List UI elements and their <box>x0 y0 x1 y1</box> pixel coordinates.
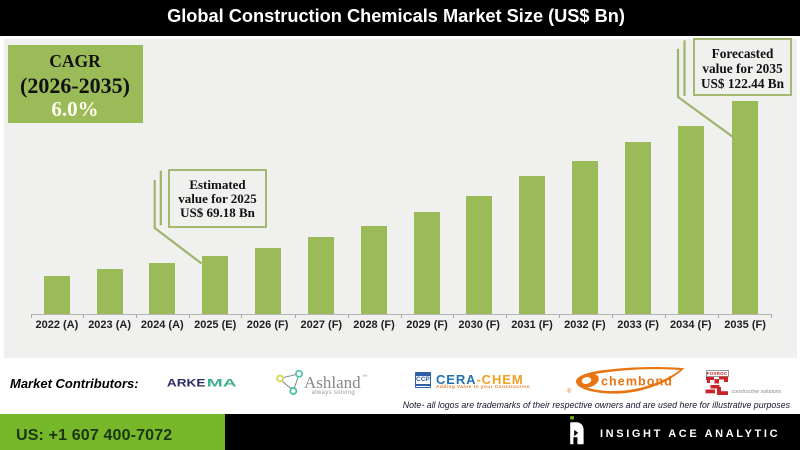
svg-text:Ashland: Ashland <box>304 373 361 392</box>
svg-text:®: ® <box>567 388 572 395</box>
svg-text:ARKE: ARKE <box>167 377 206 389</box>
svg-text:™: ™ <box>362 374 367 380</box>
svg-text:always solving: always solving <box>312 390 356 396</box>
svg-text:chembond: chembond <box>601 375 673 389</box>
svg-text:MA: MA <box>207 377 237 389</box>
